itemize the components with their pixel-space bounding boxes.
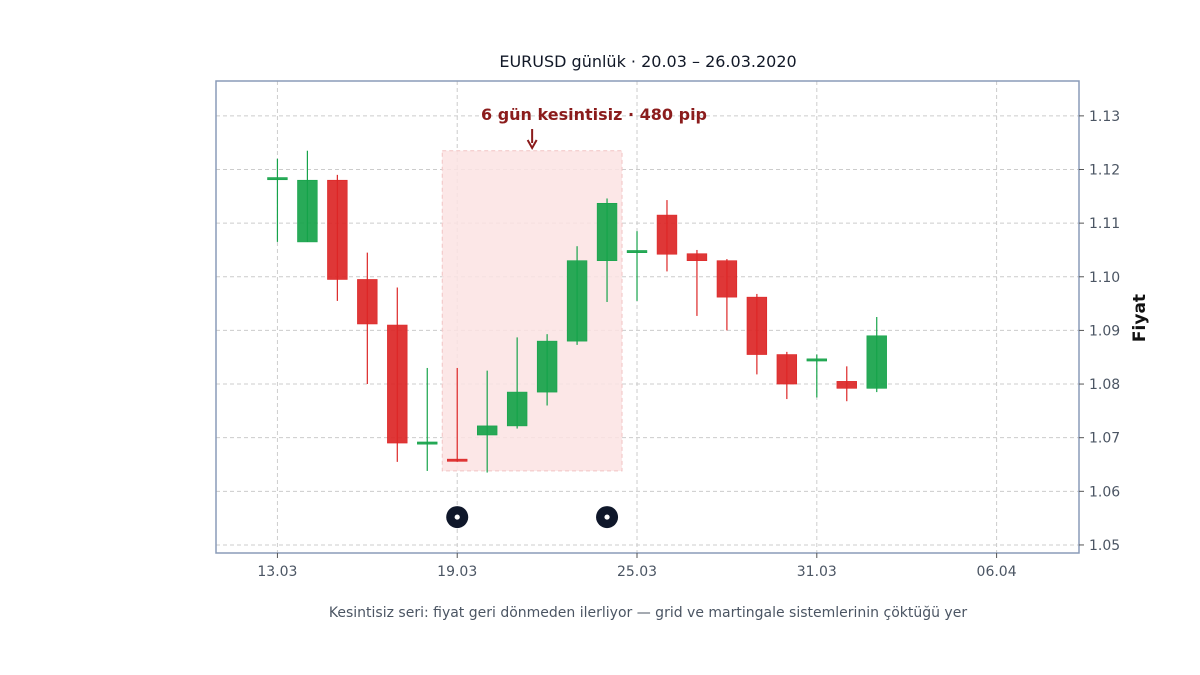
- y-tick-label: 1.13: [1089, 109, 1120, 125]
- candle-layer: [267, 150, 887, 473]
- candle-body: [536, 340, 558, 393]
- x-tick-label: 13.03: [257, 564, 297, 580]
- streak-highlight-band: [441, 150, 623, 472]
- x-tick-label: 19.03: [437, 564, 477, 580]
- candle: [387, 287, 408, 462]
- event-marker: [596, 506, 619, 529]
- axis-layer: 1.05 1.06 1.07 1.08 1.09 1.10 1.11 1.12 1.13 13.0…: [257, 109, 1120, 580]
- candle-body: [357, 279, 378, 325]
- y-tick-label: 1.12: [1089, 163, 1120, 179]
- candle: [626, 231, 648, 301]
- candle: [327, 174, 348, 301]
- candle-body: [836, 381, 857, 389]
- candle-body: [656, 214, 678, 255]
- candle-body: [686, 253, 708, 261]
- candle-body: [297, 179, 318, 243]
- y-axis-label: Fiyat: [1130, 294, 1150, 342]
- candle-body: [506, 391, 528, 427]
- candle: [476, 370, 498, 473]
- candle-body: [776, 354, 798, 385]
- candle-body: [327, 179, 348, 280]
- candle: [596, 198, 618, 302]
- candle: [776, 351, 798, 400]
- candle: [716, 259, 738, 331]
- candle: [536, 334, 558, 406]
- chart-annotation: 6 gün kesintisiz · 480 pip: [481, 105, 707, 124]
- chart-title: EURUSD günlük · 20.03 – 26.03.2020: [499, 52, 796, 71]
- annotation-arrow-head: [526, 139, 538, 151]
- candle: [297, 150, 318, 243]
- y-tick-label: 1.06: [1089, 484, 1120, 500]
- candle: [357, 252, 378, 385]
- candle-body: [866, 335, 887, 389]
- chart-caption: Kesintisiz seri: fiyat geri dönmeden ile…: [329, 605, 967, 621]
- candle: [746, 293, 768, 375]
- candle-body: [387, 324, 408, 444]
- candle-body: [267, 177, 288, 181]
- candle: [417, 367, 438, 471]
- marker-layer: [446, 506, 619, 529]
- highlight-layer: [441, 129, 623, 472]
- candle-body: [566, 260, 588, 342]
- candle: [506, 337, 528, 429]
- candle-body: [626, 250, 648, 253]
- y-tick-label: 1.11: [1089, 216, 1120, 232]
- event-marker-dot: [454, 514, 460, 520]
- candle-body: [476, 425, 498, 436]
- candle-body: [447, 458, 468, 462]
- plot-frame: [215, 80, 1080, 554]
- y-tick-label: 1.10: [1089, 270, 1120, 286]
- y-tick-label: 1.07: [1089, 431, 1120, 447]
- candle-body: [806, 358, 827, 362]
- event-marker: [446, 506, 469, 529]
- candle: [836, 366, 857, 402]
- x-tick-label: 06.04: [977, 564, 1017, 580]
- event-marker-dot: [604, 514, 610, 520]
- y-tick-label: 1.09: [1089, 323, 1120, 339]
- candle: [656, 200, 678, 272]
- candle-body: [417, 441, 438, 445]
- x-tick-label: 31.03: [797, 564, 837, 580]
- candle: [267, 158, 288, 242]
- candle-body: [716, 260, 738, 298]
- candle: [806, 354, 827, 398]
- candle: [866, 317, 887, 393]
- grid-layer: [216, 81, 1079, 553]
- candle: [566, 246, 588, 345]
- candle-body: [596, 202, 618, 261]
- candle-body: [746, 296, 768, 355]
- candle: [686, 249, 708, 316]
- candle: [447, 367, 468, 462]
- x-tick-label: 25.03: [617, 564, 657, 580]
- y-tick-label: 1.08: [1089, 377, 1120, 393]
- y-tick-label: 1.05: [1089, 538, 1120, 554]
